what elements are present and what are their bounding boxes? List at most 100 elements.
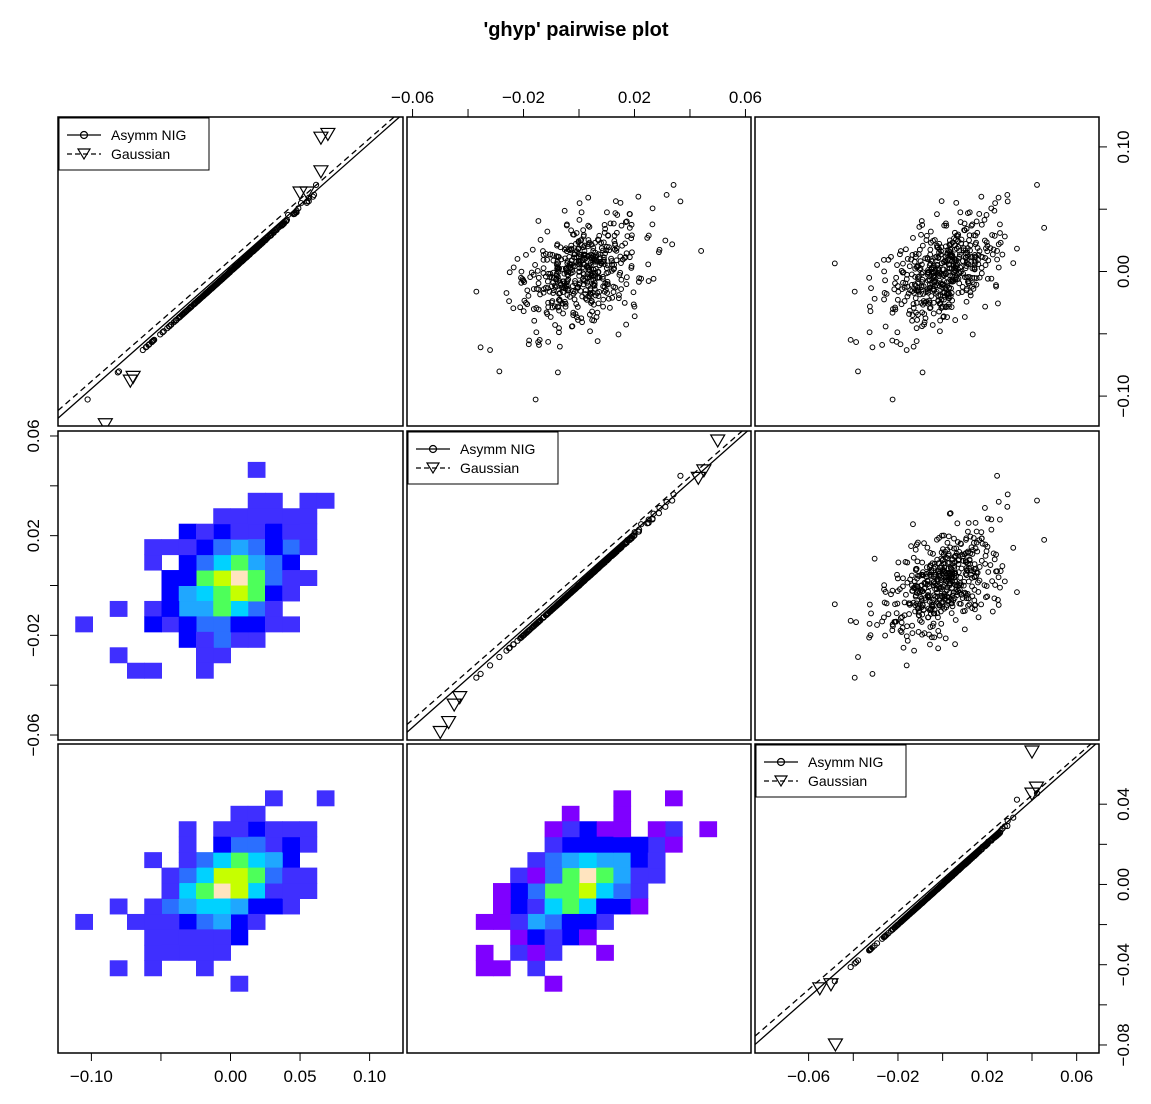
scatter-point <box>600 296 607 303</box>
gaussian-marker <box>827 1038 844 1053</box>
scatter-point <box>897 341 904 348</box>
scatter-point <box>934 536 940 543</box>
scatter-point <box>866 620 873 627</box>
heatmap-cell <box>213 554 231 571</box>
scatter-point <box>473 288 480 295</box>
qq-point <box>486 662 494 669</box>
scatter-point <box>919 559 926 566</box>
scatter-point <box>955 569 962 576</box>
heatmap-cell <box>196 600 214 617</box>
scatter-point <box>540 265 547 272</box>
scatter-point <box>997 239 1004 246</box>
heatmap-cell <box>161 929 180 946</box>
scatter-point <box>604 209 610 216</box>
scatter-point <box>535 306 542 313</box>
tick-label: 0.02 <box>618 88 651 107</box>
scatter-point <box>563 269 570 275</box>
scatter-point <box>997 516 1003 523</box>
scatter-point <box>924 288 931 294</box>
scatter-point <box>946 571 953 578</box>
scatter-point <box>982 262 989 268</box>
scatter-point <box>607 220 614 227</box>
heatmap-cell <box>178 600 197 617</box>
qq-point <box>847 963 854 971</box>
heatmap-cell <box>527 960 546 977</box>
scatter-point <box>897 586 903 593</box>
scatter-point <box>892 306 899 313</box>
heatmap-cell <box>144 960 162 977</box>
scatter-point <box>948 304 955 311</box>
scatter-point <box>954 276 960 283</box>
scatter-point <box>645 278 652 284</box>
scatter-point <box>882 277 888 284</box>
heatmap-cell <box>247 898 266 915</box>
scatter-point <box>669 241 676 248</box>
heatmap-cell <box>561 852 580 869</box>
heatmap-cell <box>213 867 231 884</box>
scatter-point <box>897 248 904 254</box>
scatter-point <box>595 237 602 244</box>
heatmap-cell <box>647 836 666 853</box>
scatter-point <box>506 298 512 305</box>
scatter-point <box>618 286 625 292</box>
qq-point <box>645 519 652 526</box>
heatmap-cell <box>196 523 214 540</box>
scatter-point <box>568 323 575 330</box>
scatter-point <box>913 299 920 306</box>
scatter-point <box>576 265 583 271</box>
scatter-point <box>565 272 572 279</box>
scatter-point <box>984 515 991 522</box>
scatter-point <box>576 281 582 288</box>
scatter-point <box>617 269 624 276</box>
scatter-point <box>958 263 965 270</box>
scatter-point <box>558 284 565 291</box>
scatter-point <box>941 568 948 575</box>
heatmap-cell <box>247 616 266 633</box>
y-axis-right-top: −0.10 0.00 0.10 <box>1098 130 1133 418</box>
scatter-point <box>962 590 969 597</box>
heatmap-cell <box>613 852 632 869</box>
heatmap-cell <box>596 913 614 930</box>
scatter-point <box>903 246 909 253</box>
scatter-point <box>612 198 619 205</box>
scatter-point <box>930 310 937 317</box>
heatmap-cell <box>647 821 666 838</box>
qq-point <box>656 504 663 512</box>
scatter-point <box>929 623 936 630</box>
heatmap-cell <box>247 461 266 478</box>
scatter-point <box>994 256 1001 263</box>
scatter-point <box>871 295 878 302</box>
qq-point <box>84 396 91 403</box>
scatter-point <box>936 632 943 639</box>
heatmap-cell <box>230 975 249 992</box>
scatter-point <box>656 249 662 256</box>
scatter-point <box>908 543 914 550</box>
scatter-point <box>978 265 985 271</box>
panel-1-2-content <box>473 182 705 403</box>
scatter-point <box>927 305 933 312</box>
scatter-point <box>961 220 968 227</box>
scatter-point <box>900 583 906 590</box>
scatter-point <box>952 582 959 589</box>
gaussian-marker <box>122 374 139 389</box>
scatter-point <box>910 343 917 350</box>
scatter-point <box>966 237 972 244</box>
scatter-point <box>487 347 493 353</box>
scatter-point <box>983 212 990 218</box>
scatter-point <box>929 286 936 292</box>
scatter-point <box>523 251 529 258</box>
heatmap-cell <box>247 821 266 838</box>
scatter-point <box>574 304 581 310</box>
heatmap-cell <box>544 929 563 946</box>
heatmap-cell <box>230 929 249 946</box>
heatmap-cell <box>230 570 249 586</box>
scatter-point <box>952 641 958 648</box>
scatter-point <box>532 262 538 268</box>
heatmap-cell <box>178 616 197 633</box>
scatter-point <box>940 583 946 590</box>
scatter-point <box>982 505 988 511</box>
scatter-point <box>602 225 609 232</box>
heatmap-cell <box>265 600 283 617</box>
scatter-point <box>553 261 560 268</box>
heatmap-cell <box>144 616 162 633</box>
